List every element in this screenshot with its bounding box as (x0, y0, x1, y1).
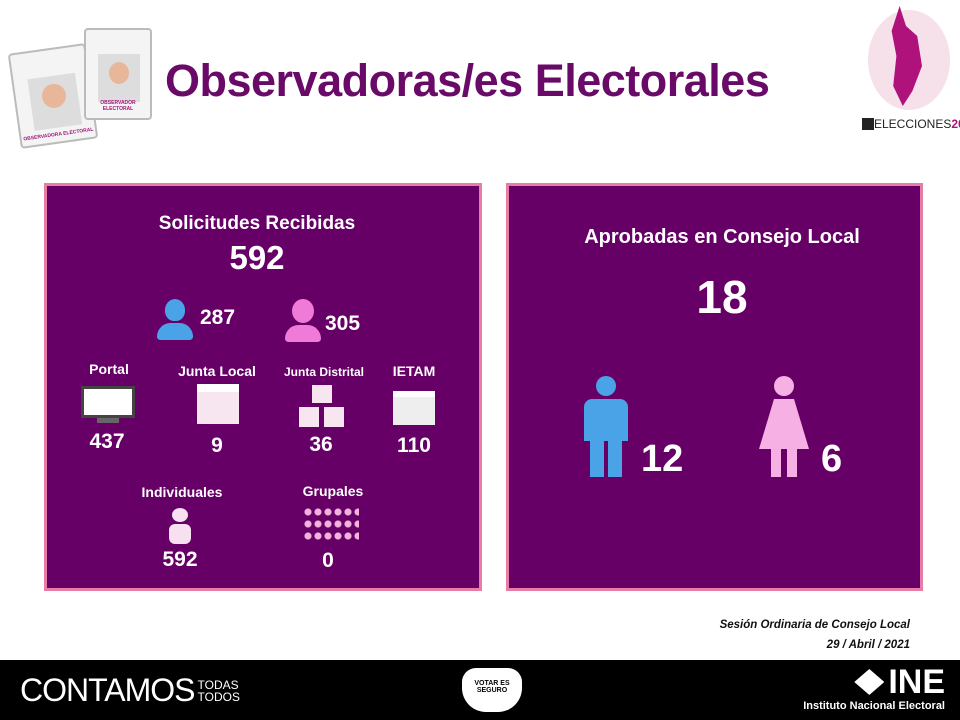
ine-full-name: Instituto Nacional Electoral (803, 700, 945, 712)
female-person-icon (285, 299, 321, 343)
aprobadas-men-count: 12 (641, 438, 684, 480)
solicitudes-men-count: 287 (200, 306, 236, 329)
source-value-portal: 437 (89, 430, 125, 453)
computer-monitor-icon (81, 386, 135, 426)
votar-es-seguro-mask-logo: VOTAR ES SEGURO (462, 668, 522, 712)
type-value-individuales: 592 (162, 548, 198, 571)
type-label-grupales: Grupales (302, 483, 364, 499)
type-label-individuales: Individuales (141, 484, 223, 500)
source-value-junta-local: 9 (211, 434, 223, 457)
source-label-junta-distrital: Junta Distrital (283, 365, 364, 379)
solicitudes-panel: Solicitudes Recibidas 592 287 305 Portal… (44, 183, 482, 591)
contamos-logo: CONTAMOS TODAS TODOS (20, 672, 240, 709)
aprobadas-panel: Aprobadas en Consejo Local 18 12 6 (506, 183, 923, 591)
aprobadas-women-count: 6 (821, 438, 843, 480)
female-figure-icon (757, 376, 811, 478)
solicitudes-women-count: 305 (325, 312, 361, 335)
tamaulipas-map-logo (868, 6, 950, 110)
session-name: Sesión Ordinaria de Consejo Local (719, 619, 910, 631)
contamos-text: CONTAMOS (20, 672, 196, 708)
type-value-grupales: 0 (322, 549, 334, 572)
page-title: Observadoras/es Electorales (165, 55, 770, 106)
elecciones-year: 2021 (951, 117, 960, 131)
ine-text: INE (888, 663, 945, 701)
source-label-ietam: IETAM (392, 363, 436, 379)
elecciones-2021-logo: ELECCIONES2021 (862, 117, 960, 131)
group-people-icon (303, 506, 359, 542)
footer-bar: CONTAMOS TODAS TODOS VOTAR ES SEGURO INE … (0, 660, 960, 720)
session-info: Sesión Ordinaria de Consejo Local 29 / A… (720, 615, 910, 655)
ietam-building-icon (393, 391, 435, 425)
ine-building-icon (197, 384, 239, 424)
observador-badge-image: OBSERVADOR ELECTORAL (84, 28, 152, 120)
solicitudes-title: Solicitudes Recibidas (158, 213, 356, 234)
solicitudes-total: 592 (229, 239, 285, 276)
ine-logo: INE Instituto Nacional Electoral (790, 664, 945, 712)
district-buildings-icon (299, 385, 345, 429)
mask-text: VOTAR ES SEGURO (474, 680, 510, 694)
elecciones-label: ELECCIONES (874, 117, 952, 131)
session-date: 29 / Abril / 2021 (826, 639, 910, 651)
source-value-junta-distrital: 36 (309, 433, 333, 456)
male-figure-icon (583, 376, 629, 478)
badge-right-label: OBSERVADOR ELECTORAL (100, 100, 136, 112)
source-value-ietam: 110 (397, 434, 431, 457)
badge-left-label: OBSERVADORA ELECTORAL (23, 126, 94, 143)
source-label-portal: Portal (89, 361, 129, 377)
individual-person-icon (169, 508, 191, 544)
source-label-junta-local: Junta Local (178, 363, 256, 379)
todos-text: TODOS (197, 689, 240, 704)
todas-text: TODAS (197, 677, 239, 692)
male-person-icon (157, 299, 193, 341)
aprobadas-title: Aprobadas en Consejo Local (584, 226, 860, 248)
aprobadas-total: 18 (696, 271, 748, 323)
